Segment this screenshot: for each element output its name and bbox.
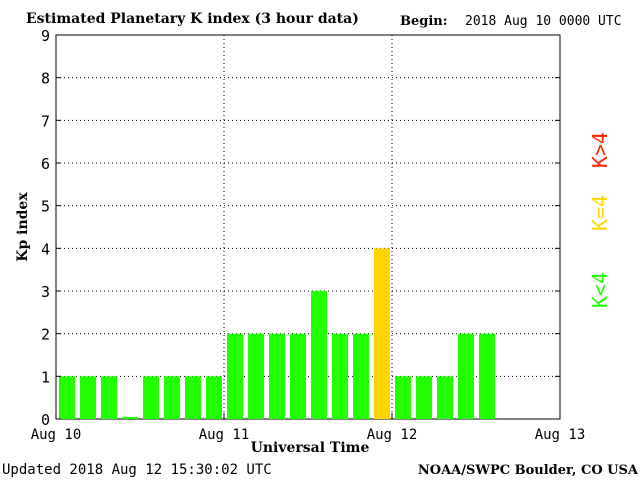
source-credit: NOAA/SWPC Boulder, CO USA — [418, 463, 639, 478]
begin-value: 2018 Aug 10 0000 UTC — [465, 14, 622, 29]
kp-bar — [311, 291, 327, 419]
kp-bar — [185, 376, 201, 419]
kp-bar — [80, 376, 96, 419]
kp-bar — [206, 376, 222, 419]
kp-bar — [122, 416, 138, 419]
y-tick-label: 1 — [41, 368, 50, 386]
legend-label: K<4 — [588, 272, 612, 308]
x-tick-label: Aug 12 — [367, 427, 418, 443]
kp-bar — [248, 333, 264, 419]
legend-label: K>4 — [588, 132, 612, 168]
kp-bar — [59, 376, 75, 419]
y-axis-label: Kp index — [15, 192, 31, 262]
kp-bar — [416, 376, 432, 419]
grid — [56, 34, 560, 419]
kp-bar — [374, 248, 390, 419]
kp-bar — [332, 333, 348, 419]
x-axis-label: Universal Time — [251, 440, 370, 456]
y-tick-label: 8 — [41, 70, 50, 88]
x-tick-label: Aug 10 — [31, 427, 82, 443]
x-tick-label: Aug 11 — [199, 427, 250, 443]
y-tick-label: 4 — [41, 240, 50, 258]
legend-label: K=4 — [588, 195, 612, 231]
kp-bar — [479, 333, 495, 419]
kp-bar — [164, 376, 180, 419]
y-tick-label: 6 — [41, 155, 50, 173]
kp-bar — [395, 376, 411, 419]
kp-bar — [353, 333, 369, 419]
y-tick-label: 0 — [41, 411, 50, 429]
kp-bar — [437, 376, 453, 419]
kp-bar — [269, 333, 285, 419]
bars — [59, 248, 495, 419]
y-tick-label: 7 — [41, 112, 50, 130]
y-tick-label: 5 — [41, 198, 50, 216]
x-ticks: Aug 10 Aug 11 Aug 12 Aug 13 — [31, 413, 586, 443]
y-tick-label: 2 — [41, 326, 50, 344]
kp-bar — [290, 333, 306, 419]
legend: K>4 K=4 K<4 — [588, 132, 612, 308]
updated-timestamp: Updated 2018 Aug 12 15:30:02 UTC — [2, 462, 272, 478]
kp-bar — [227, 333, 243, 419]
y-tick-label: 9 — [41, 27, 50, 45]
kp-bar — [458, 333, 474, 419]
begin-label: Begin: — [400, 14, 448, 29]
y-tick-label: 3 — [41, 283, 50, 301]
chart-title: Estimated Planetary K index (3 hour data… — [26, 11, 359, 27]
kp-bar — [101, 376, 117, 419]
kp-bar — [143, 376, 159, 419]
x-tick-label: Aug 13 — [535, 427, 586, 443]
y-ticks: 0 1 2 3 4 5 6 7 8 9 — [41, 27, 560, 429]
